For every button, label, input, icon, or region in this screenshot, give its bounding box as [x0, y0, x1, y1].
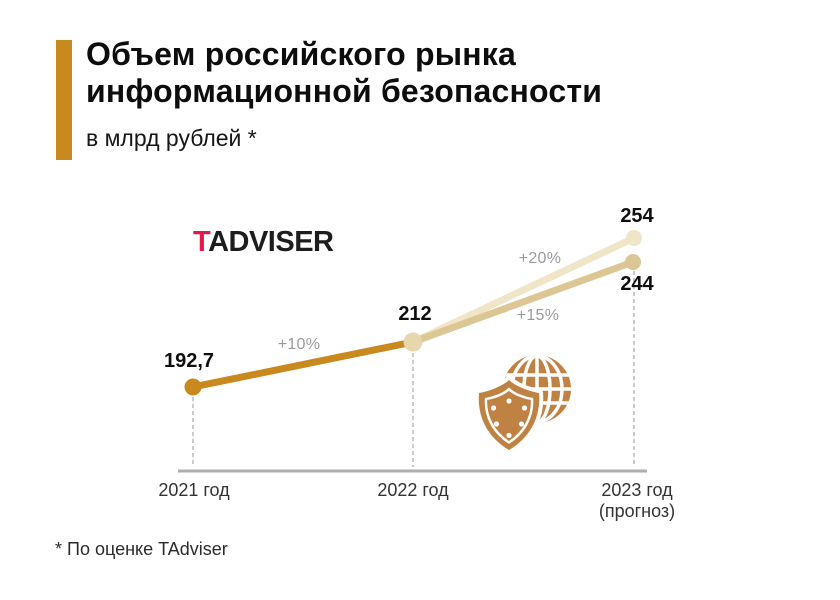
x-tick-2021: 2021 год — [158, 480, 230, 500]
shield-icon — [474, 376, 544, 454]
shield-dots — [490, 398, 528, 439]
x-tick-2023: 2023 год (прогноз) — [599, 480, 675, 522]
x-tick-2023-year: 2023 год — [601, 480, 673, 500]
accent-bar — [56, 40, 72, 160]
value-label-2021: 192,7 — [163, 350, 215, 372]
fact-line — [189, 338, 417, 391]
tadviser-logo-t: T — [193, 226, 209, 258]
x-tick-2022: 2022 год — [377, 480, 449, 500]
page-title-line1: Объем российского рынка — [86, 36, 517, 72]
footnote: * По оценке TAdviser — [55, 539, 228, 559]
growth-label-20: +20% — [518, 250, 562, 267]
data-point-2021 — [184, 378, 202, 396]
tadviser-logo: TADVISER — [193, 226, 334, 259]
forecast-low-line — [409, 258, 637, 346]
x-tick-2023-forecast-note: (прогноз) — [598, 501, 676, 521]
value-label-2022: 212 — [398, 303, 432, 325]
data-point-2023-low — [625, 254, 641, 270]
growth-label-10: +10% — [277, 336, 321, 353]
page-title: Объем российского рынка информационной б… — [86, 36, 602, 110]
value-label-2023-high: 254 — [620, 205, 654, 227]
page-title-line2: информационной безопасности — [86, 73, 603, 109]
tadviser-logo-rest: ADVISER — [208, 226, 334, 258]
growth-label-15: +15% — [516, 307, 560, 324]
data-point-2023-high — [626, 230, 642, 246]
forecast-high-line — [409, 234, 638, 346]
value-label-2023-low: 244 — [620, 273, 654, 295]
data-point-2022 — [403, 332, 423, 352]
globe-shield-icon — [474, 355, 571, 454]
page-subtitle: в млрд рублей * — [86, 125, 257, 151]
